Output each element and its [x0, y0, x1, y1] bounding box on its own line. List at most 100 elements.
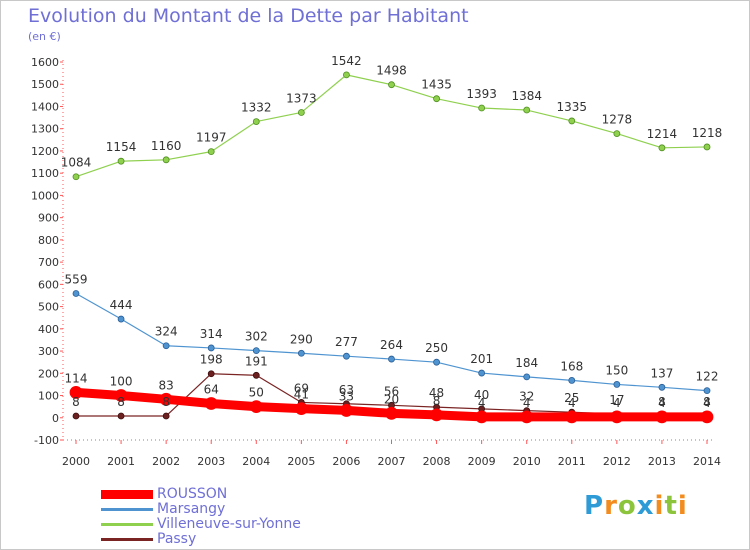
y-tick-label: 400 — [38, 323, 59, 336]
data-label-marsangy: 314 — [200, 327, 223, 341]
data-label-passy: 25 — [564, 391, 579, 405]
data-label-rousson: 64 — [204, 383, 219, 397]
data-point-rousson — [249, 400, 263, 414]
data-label-rousson: 41 — [294, 388, 309, 402]
x-tick-label: 2005 — [287, 455, 315, 468]
y-tick-label: 1100 — [31, 167, 59, 180]
data-point-villeneuve-sur-yonne — [658, 144, 666, 152]
data-point-marsangy — [297, 349, 305, 357]
y-tick-label: 600 — [38, 278, 59, 291]
x-tick-label: 2004 — [242, 455, 270, 468]
data-point-marsangy — [478, 369, 486, 377]
data-point-rousson — [204, 397, 218, 410]
y-tick-label: 800 — [38, 234, 59, 247]
data-label-villeneuve-sur-yonne: 1542 — [331, 54, 362, 68]
data-label-rousson: 114 — [65, 371, 88, 385]
data-label-rousson: 4 — [478, 396, 486, 410]
data-point-passy — [252, 371, 260, 379]
y-tick-label: 300 — [38, 345, 59, 358]
legend-swatch-rousson — [101, 490, 153, 499]
x-tick-label: 2013 — [648, 455, 676, 468]
data-label-marsangy: 264 — [380, 338, 403, 352]
y-tick-label: 500 — [38, 301, 59, 314]
data-label-rousson: 4 — [523, 396, 531, 410]
data-label-passy: 69 — [294, 381, 309, 395]
y-tick-label: 700 — [38, 256, 59, 269]
data-point-marsangy — [162, 342, 170, 350]
data-label-passy: 8 — [117, 395, 125, 409]
data-point-villeneuve-sur-yonne — [343, 71, 350, 79]
data-point-rousson — [655, 410, 669, 424]
data-point-villeneuve-sur-yonne — [478, 104, 486, 112]
data-label-villeneuve-sur-yonne: 1214 — [647, 127, 678, 141]
y-tick-label: 1000 — [31, 189, 59, 202]
data-point-marsangy — [207, 344, 215, 352]
data-point-rousson — [114, 389, 128, 402]
x-tick-label: 2000 — [62, 455, 90, 468]
logo-letter: i — [654, 491, 665, 521]
legend-label-marsangy: Marsangy — [157, 501, 226, 517]
y-tick-label: 0 — [52, 412, 59, 425]
x-tick-label: 2008 — [423, 455, 451, 468]
data-point-villeneuve-sur-yonne — [388, 81, 395, 89]
y-tick-label: 1500 — [31, 78, 59, 91]
x-tick-label: 2001 — [107, 455, 135, 468]
logo-letter: o — [617, 491, 637, 521]
x-tick-label: 2003 — [197, 455, 225, 468]
data-label-marsangy: 444 — [110, 298, 133, 312]
data-label-rousson: 33 — [339, 389, 354, 403]
data-label-passy: 8 — [703, 395, 711, 409]
chart-title: Evolution du Montant de la Dette par Hab… — [28, 5, 469, 27]
x-tick-label: 2014 — [693, 455, 721, 468]
logo-letter: x — [636, 491, 655, 521]
data-label-passy: 32 — [519, 390, 534, 404]
legend-label-rousson: ROUSSON — [157, 486, 228, 502]
x-tick-label: 2006 — [332, 455, 360, 468]
series-villeneuve-sur-yonne — [72, 71, 711, 181]
legend-swatch-villeneuve-sur-yonne — [101, 523, 153, 526]
data-point-marsangy — [252, 347, 260, 355]
data-point-villeneuve-sur-yonne — [117, 157, 125, 165]
data-point-marsangy — [568, 377, 576, 384]
data-point-marsangy — [433, 358, 440, 366]
y-tick-label: 1200 — [31, 145, 59, 158]
data-label-villeneuve-sur-yonne: 1218 — [692, 126, 723, 140]
data-point-marsangy — [613, 381, 621, 388]
data-label-marsangy: 250 — [425, 341, 448, 355]
data-label-villeneuve-sur-yonne: 1084 — [61, 156, 92, 170]
data-label-passy: 8 — [162, 395, 170, 409]
data-labels: 1084 1154 1160 1197 1332 1373 1542 1498 1435 1393… — [61, 54, 723, 410]
logo-letter: P — [584, 491, 605, 521]
data-point-marsangy — [523, 373, 531, 381]
data-point-marsangy — [703, 387, 711, 395]
data-label-passy: 198 — [200, 353, 223, 367]
data-point-rousson — [294, 402, 308, 416]
logo-letter: r — [604, 491, 618, 521]
y-tick-label: 100 — [38, 390, 59, 403]
data-label-marsangy: 302 — [245, 330, 268, 344]
data-point-rousson — [340, 404, 353, 417]
data-point-villeneuve-sur-yonne — [72, 173, 80, 181]
data-label-marsangy: 168 — [560, 359, 583, 373]
legend-swatch-marsangy — [101, 508, 153, 511]
series-marsangy — [72, 290, 711, 395]
y-tick-label: -100 — [34, 434, 59, 447]
x-tick-label: 2012 — [603, 455, 631, 468]
data-label-passy: 56 — [384, 384, 399, 398]
chart-unit-label: (en €) — [28, 30, 61, 43]
data-point-rousson — [385, 406, 398, 420]
data-point-rousson — [159, 392, 173, 406]
data-label-passy: 8 — [658, 395, 666, 409]
data-label-marsangy: 290 — [290, 332, 313, 346]
data-point-passy — [117, 412, 125, 420]
data-label-villeneuve-sur-yonne: 1384 — [511, 89, 542, 103]
data-label-villeneuve-sur-yonne: 1197 — [196, 131, 227, 145]
series-rousson — [69, 386, 714, 424]
data-point-rousson — [700, 410, 714, 424]
data-label-rousson: 20 — [384, 392, 399, 406]
data-point-villeneuve-sur-yonne — [613, 130, 621, 137]
data-point-rousson — [520, 410, 534, 424]
data-point-marsangy — [658, 383, 666, 391]
data-label-rousson: 83 — [159, 378, 174, 392]
